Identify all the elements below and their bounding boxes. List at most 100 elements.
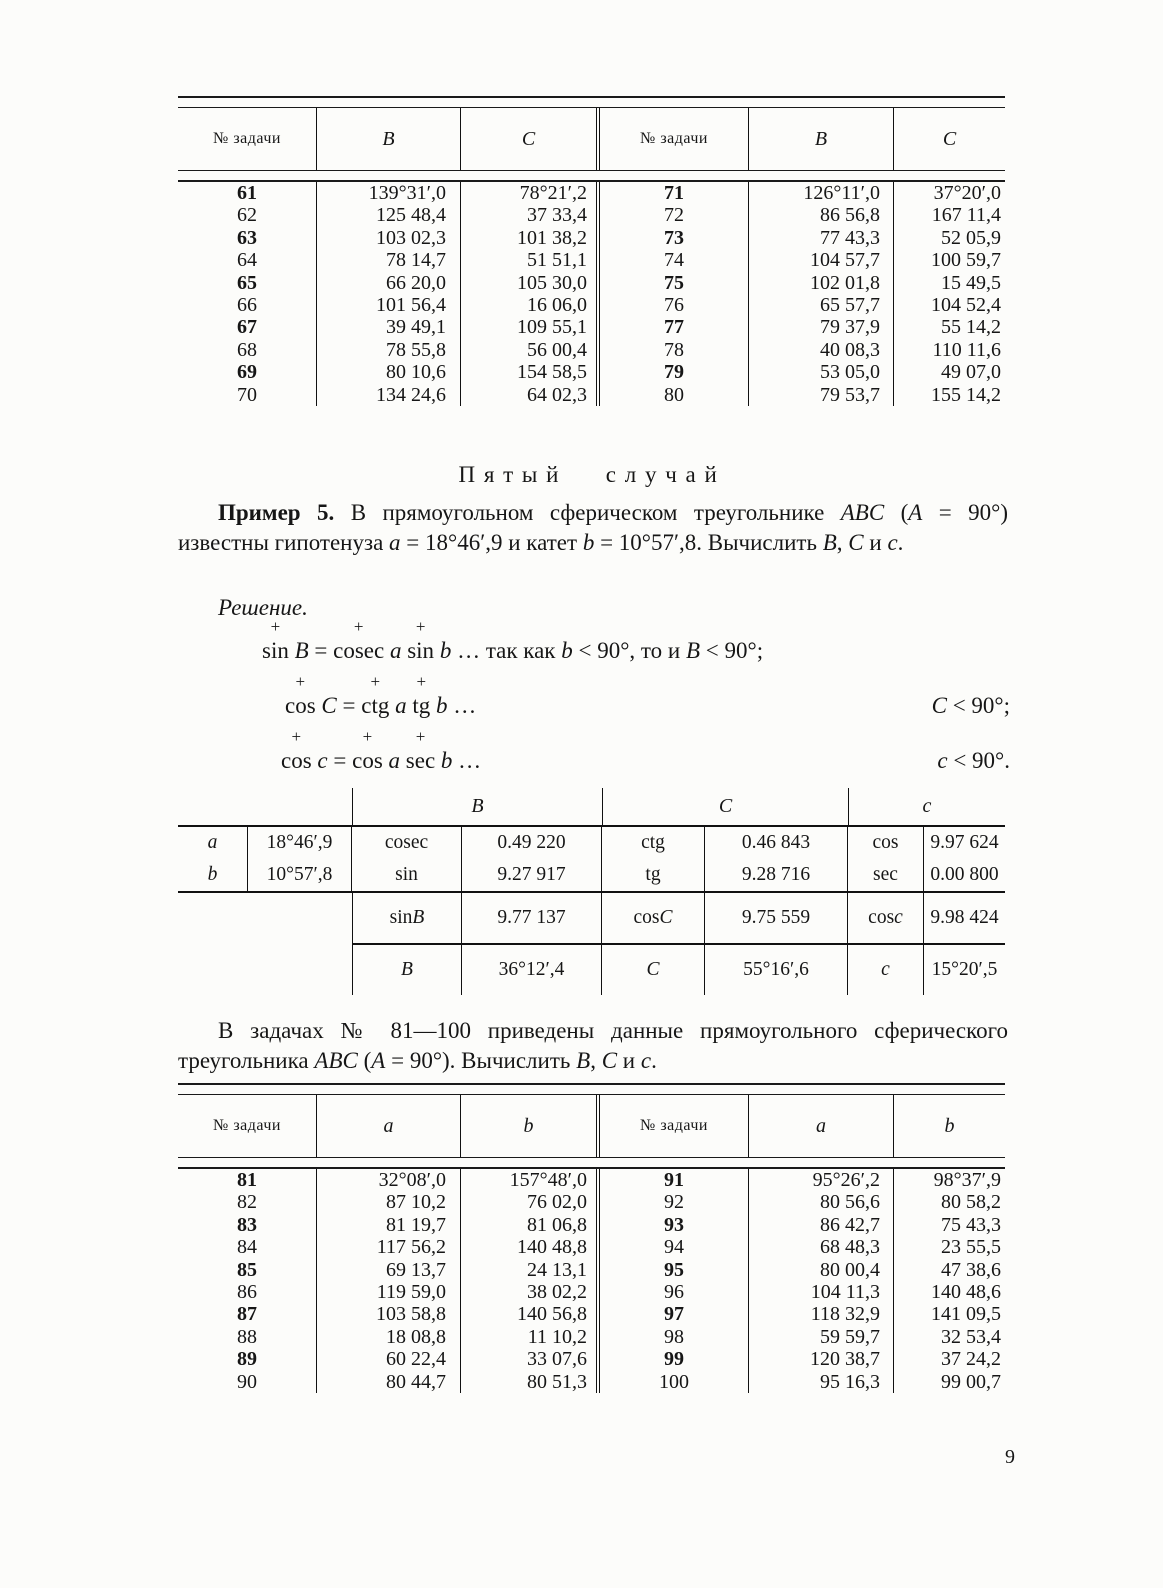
cell-value-C: 37°20′,0 xyxy=(933,182,1001,204)
cell-value-B: 134 24,6 xyxy=(317,383,461,407)
column-header: № задачи xyxy=(178,1095,317,1157)
table-row: 87 103 58,8 140 56,8 97 118 32,9 141 09,… xyxy=(178,1303,1005,1326)
cell-log-value: 0.46 843 xyxy=(705,827,848,859)
cell-value-B: 39 49,1 xyxy=(317,316,461,339)
table-row: 90 80 44,7 80 51,3 100 95 16,3 99 00,7 xyxy=(178,1370,1005,1394)
cell-value-b: 99 00,7 xyxy=(941,1370,1001,1393)
given-values-section: a 18°46′,9 cosec 0.49 220 ctg 0.46 843 c… xyxy=(178,827,1005,891)
cell-value-b: 81 06,8 xyxy=(461,1213,600,1237)
cell-function: cosec xyxy=(352,827,462,859)
cell-function: sin B xyxy=(352,893,462,943)
cell-value-a: 117 56,2 xyxy=(317,1236,461,1259)
cell-value-B: 77 43,3 xyxy=(749,226,894,250)
cell-problem-number: 62 xyxy=(178,204,317,227)
cell-problem-number: 90 xyxy=(178,1370,317,1394)
cell-value-B: 79 37,9 xyxy=(749,316,894,339)
cell-problem-number: 86 xyxy=(178,1281,317,1304)
column-header: C xyxy=(461,108,600,170)
cell-log-value: 9.97 624 xyxy=(930,832,999,853)
cell-value-a: 86 42,7 xyxy=(749,1213,894,1237)
table-row: 82 87 10,2 76 02,0 92 80 56,6 80 58,2 xyxy=(178,1191,1005,1214)
cell-value-C: 64 02,3 xyxy=(461,383,600,407)
cell-value-a: 69 13,7 xyxy=(317,1258,461,1282)
cell-value-B: 139°31′,0 xyxy=(317,182,461,205)
header-bottom-rule xyxy=(178,170,1005,182)
cell-value-b: 24 13,1 xyxy=(461,1258,600,1282)
table-row: 67 39 49,1 109 55,1 77 79 37,9 55 14,2 xyxy=(178,316,1005,339)
equation-left: + sin B = + cosec a + sin b … так как b < 9… xyxy=(262,617,764,663)
empty-header-cell xyxy=(178,788,352,825)
cell-problem-number: 95 xyxy=(600,1258,749,1282)
cell-side-label: b xyxy=(178,859,248,891)
column-header: b xyxy=(944,1114,955,1137)
cell-problem-number: 64 xyxy=(178,249,317,272)
table-header-row: № задачи a b № задачи a b xyxy=(178,1095,1005,1157)
cell-log-value: 0.00 800 xyxy=(930,864,999,885)
equation-left: + cos C = + ctg a + tg b … xyxy=(285,672,477,718)
cell-log-value: 9.27 917 xyxy=(462,859,602,891)
cell-log-value: 9.28 716 xyxy=(705,859,848,891)
empty-cell xyxy=(178,893,352,943)
cell-value-a: 81 19,7 xyxy=(317,1213,461,1237)
results-row: B 36°12′,4 C 55°16′,6 c 15°20′,5 xyxy=(178,945,1005,995)
equations-block: + sin B = + cosec a + sin b … так как b < 9… xyxy=(178,617,1010,783)
cell-function: cos C xyxy=(602,893,705,943)
cell-value-C: 15 49,5 xyxy=(941,271,1001,294)
cell-problem-number: 91 xyxy=(600,1169,749,1192)
column-header: № задачи xyxy=(600,108,749,170)
cell-value-b: 140 56,8 xyxy=(461,1303,600,1326)
cell-value-C: 105 30,0 xyxy=(461,271,600,295)
cell-log-value: 9.75 559 xyxy=(705,893,848,943)
cell-value-a: 104 11,3 xyxy=(749,1281,894,1304)
cell-problem-number: 69 xyxy=(178,361,317,384)
cell-value-a: 87 10,2 xyxy=(317,1191,461,1214)
cell-value-C: 154 58,5 xyxy=(461,361,600,384)
cell-log-value: 9.98 424 xyxy=(930,907,999,928)
cell-value-B: 104 57,7 xyxy=(749,249,894,272)
cell-result-label: C xyxy=(602,945,705,995)
column-header: C xyxy=(942,127,957,150)
page-number: 9 xyxy=(1005,1446,1015,1468)
cell-function: sec xyxy=(848,859,924,891)
cell-log-value: 0.49 220 xyxy=(462,827,602,859)
cell-problem-number: 67 xyxy=(178,316,317,339)
cell-value-C: 16 06,0 xyxy=(461,294,600,317)
cell-problem-number: 87 xyxy=(178,1303,317,1326)
column-header: № задачи xyxy=(178,108,317,170)
equation-line: + cos c = + cos a + sec b … c < 90°. xyxy=(178,727,1010,783)
cell-value-C: 109 55,1 xyxy=(461,316,600,339)
table-top-rule xyxy=(178,96,1005,108)
cell-value-b: 11 10,2 xyxy=(461,1325,600,1349)
cell-value-a: 103 58,8 xyxy=(317,1303,461,1326)
cell-problem-number: 79 xyxy=(600,361,749,384)
table-row: 62 125 48,4 37 33,4 72 86 56,8 167 11,4 xyxy=(178,204,1005,227)
table-row: 88 18 08,8 11 10,2 98 59 59,7 32 53,4 xyxy=(178,1325,1005,1349)
cell-value-b: 37 24,2 xyxy=(941,1348,1001,1371)
cell-value-C: 78°21′,2 xyxy=(461,182,600,205)
cell-problem-number: 94 xyxy=(600,1236,749,1259)
cell-value-a: 18 08,8 xyxy=(317,1325,461,1349)
cell-value-a: 80 44,7 xyxy=(317,1370,461,1394)
cell-problem-number: 71 xyxy=(600,182,749,205)
table-row: 84 117 56,2 140 48,8 94 68 48,3 23 55,5 xyxy=(178,1236,1005,1259)
table-row: 86 119 59,0 38 02,2 96 104 11,3 140 48,6 xyxy=(178,1281,1005,1304)
cell-problem-number: 98 xyxy=(600,1325,749,1349)
cell-problem-number: 72 xyxy=(600,204,749,227)
column-header: B xyxy=(317,108,461,170)
cell-value-a: 59 59,7 xyxy=(749,1325,894,1349)
cell-problem-number: 88 xyxy=(178,1325,317,1349)
cell-value-B: 125 48,4 xyxy=(317,204,461,227)
equation-line: + cos C = + ctg a + tg b … C < 90°; xyxy=(178,672,1010,728)
cell-value-C: 101 38,2 xyxy=(461,226,600,250)
cell-function: cos c xyxy=(848,893,924,943)
cell-value-a: 32°08′,0 xyxy=(317,1169,461,1192)
cell-value-a: 95°26′,2 xyxy=(749,1169,894,1192)
cell-result-value: 36°12′,4 xyxy=(462,945,602,995)
cell-value-B: 80 10,6 xyxy=(317,361,461,384)
cell-value-B: 86 56,8 xyxy=(749,204,894,227)
cell-problem-number: 61 xyxy=(178,182,317,205)
table-row: 61 139°31′,0 78°21′,2 71 126°11′,0 37°20… xyxy=(178,182,1005,205)
table-body: 61 139°31′,0 78°21′,2 71 126°11′,0 37°20… xyxy=(178,182,1005,407)
solution-label: Решение. xyxy=(218,595,308,620)
